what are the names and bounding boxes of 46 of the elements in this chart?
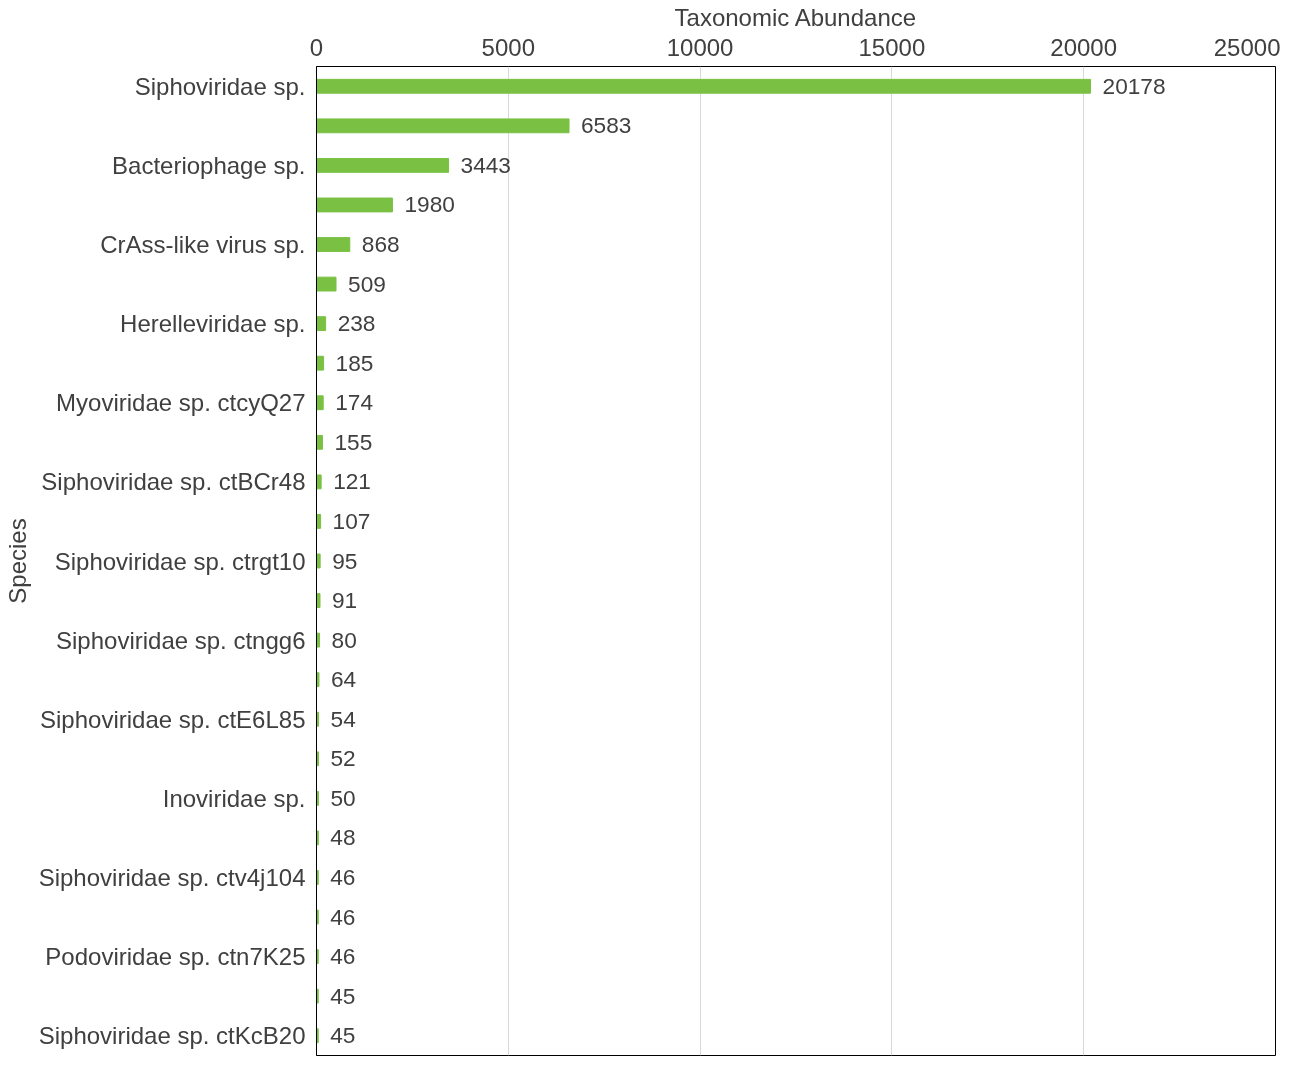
y-tick-label: CrAss-like virus sp. — [100, 231, 306, 259]
x-tick-label: 0 — [309, 33, 324, 61]
y-tick-label: Siphoviridae sp. — [134, 72, 306, 100]
x-axis-title: Taxonomic Abundance — [674, 3, 917, 31]
data-label: 95 — [332, 547, 358, 574]
data-label: 509 — [348, 270, 386, 297]
data-label: 45 — [330, 1022, 356, 1049]
y-tick-label: Bacteriophage sp. — [112, 151, 306, 179]
data-label: 1980 — [404, 191, 455, 218]
data-label: 52 — [330, 745, 356, 772]
y-tick-label: Siphoviridae sp. ctngg6 — [56, 626, 306, 654]
data-label: 80 — [331, 626, 357, 653]
data-label: 91 — [331, 587, 358, 614]
x-tick-label: 25000 — [1213, 33, 1281, 61]
data-label: 174 — [335, 389, 373, 416]
y-axis-title: Species — [3, 518, 31, 604]
data-label: 155 — [334, 428, 373, 455]
y-tick-label: Siphoviridae sp. ctrgt10 — [54, 547, 306, 575]
y-tick-label: Myoviridae sp. ctcyQ27 — [56, 389, 306, 417]
data-label: 64 — [330, 666, 357, 693]
data-label: 107 — [332, 507, 371, 534]
data-label: 54 — [330, 705, 356, 732]
x-tick-label: 15000 — [858, 33, 926, 61]
data-label: 50 — [330, 784, 356, 811]
y-tick-label: Siphoviridae sp. ctv4j104 — [38, 863, 306, 891]
data-label: 46 — [330, 943, 356, 970]
y-tick-label: Podoviridae sp. ctn7K25 — [45, 943, 306, 971]
y-tick-label: Siphoviridae sp. ctBCr48 — [41, 468, 306, 496]
data-label: 46 — [330, 863, 356, 890]
x-tick-label: 5000 — [481, 33, 535, 61]
data-label: 20178 — [1102, 72, 1166, 99]
x-tick-label: 20000 — [1050, 33, 1118, 61]
data-label: 48 — [330, 824, 356, 851]
y-tick-label: Siphoviridae sp. ctKcB20 — [38, 1022, 306, 1050]
data-label: 3443 — [460, 151, 511, 178]
data-label: 121 — [333, 468, 371, 495]
x-tick-label: 10000 — [666, 33, 734, 61]
y-tick-label: Inoviridae sp. — [162, 784, 306, 812]
y-tick-label: Herelleviridae sp. — [120, 310, 306, 338]
data-label: 6583 — [581, 112, 632, 139]
data-label: 45 — [330, 982, 356, 1009]
y-tick-label: Siphoviridae sp. ctE6L85 — [40, 705, 306, 733]
data-label: 46 — [330, 903, 356, 930]
data-label: 238 — [337, 310, 376, 337]
data-label: 868 — [361, 231, 400, 258]
data-label: 185 — [335, 349, 374, 376]
